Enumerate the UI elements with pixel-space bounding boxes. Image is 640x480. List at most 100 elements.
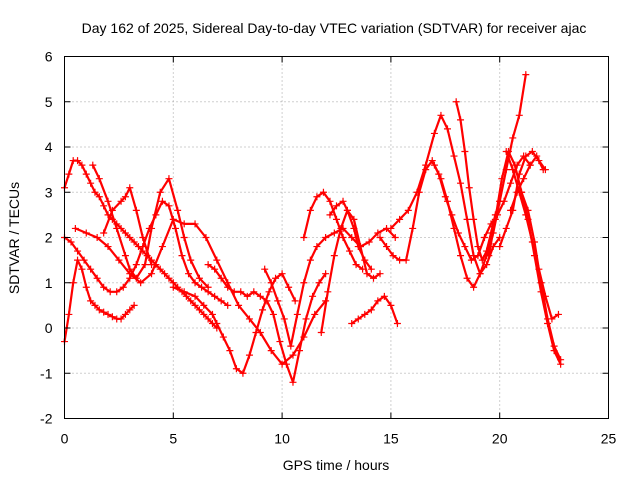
data-point: [71, 224, 79, 232]
data-point: [365, 238, 373, 246]
data-point: [326, 211, 334, 219]
data-point: [235, 301, 243, 309]
data-point: [467, 256, 475, 264]
data-point: [428, 157, 436, 165]
data-point: [306, 256, 314, 264]
data-point: [430, 161, 438, 169]
data-point: [191, 292, 199, 300]
data-point: [104, 310, 112, 318]
data-point: [550, 342, 558, 350]
data-point: [100, 202, 108, 210]
data-point: [509, 206, 517, 214]
data-point: [198, 283, 206, 291]
series-satellite-track-8: [204, 261, 330, 386]
data-point: [396, 256, 404, 264]
data-point: [515, 170, 523, 178]
data-point: [200, 301, 208, 309]
data-point: [226, 347, 234, 355]
data-point: [230, 288, 238, 296]
data-point: [104, 243, 112, 251]
data-point: [265, 288, 273, 296]
data-point: [422, 161, 430, 169]
data-point: [313, 193, 321, 201]
data-point: [269, 310, 277, 318]
data-point: [156, 188, 164, 196]
series-line: [102, 186, 153, 266]
data-point: [367, 265, 375, 273]
data-point: [100, 229, 108, 237]
series-satellite-track-13: [348, 292, 401, 327]
data-point: [280, 315, 288, 323]
data-point: [302, 315, 310, 323]
data-point: [202, 234, 210, 241]
data-point: [80, 256, 88, 264]
data-point: [232, 365, 240, 373]
data-point: [87, 265, 95, 273]
data-point: [274, 297, 282, 305]
data-point: [126, 306, 134, 314]
y-axis-label: SDTVAR / TECUs: [6, 182, 22, 294]
data-point: [509, 166, 517, 174]
data-point: [115, 256, 123, 264]
data-point: [461, 243, 469, 251]
data-point: [391, 234, 399, 241]
data-point: [117, 315, 125, 323]
data-point: [511, 161, 519, 169]
data-point: [187, 297, 195, 305]
data-point: [204, 283, 212, 291]
data-point: [171, 224, 179, 232]
series-line: [63, 159, 218, 330]
data-point: [457, 116, 465, 124]
data-point: [369, 274, 377, 282]
data-point: [121, 229, 129, 237]
data-point: [67, 238, 75, 246]
data-point: [333, 202, 340, 210]
data-point: [263, 297, 271, 305]
data-point: [204, 315, 212, 323]
data-point: [69, 279, 77, 287]
data-point: [402, 256, 410, 264]
data-point: [78, 161, 86, 169]
data-point: [480, 234, 488, 241]
series-line: [320, 209, 382, 334]
data-point: [470, 215, 478, 223]
data-point: [387, 301, 395, 309]
data-point: [213, 256, 221, 264]
data-point: [333, 215, 340, 223]
series-line: [63, 259, 136, 343]
data-point: [200, 310, 208, 318]
data-point: [450, 152, 458, 160]
data-point: [544, 315, 552, 323]
data-point: [491, 215, 499, 223]
data-point: [289, 378, 297, 386]
data-point: [326, 197, 334, 205]
series-line: [172, 272, 297, 375]
data-point: [383, 243, 391, 251]
data-point: [148, 224, 156, 232]
data-point: [443, 197, 451, 205]
x-tick-label: 10: [274, 431, 290, 447]
series-line: [498, 150, 547, 248]
data-point: [317, 329, 325, 337]
data-point: [95, 306, 103, 314]
data-point: [100, 308, 108, 316]
data-point: [526, 161, 534, 169]
data-point: [291, 297, 299, 305]
data-point: [158, 197, 166, 205]
data-point: [346, 247, 354, 255]
series-line: [378, 155, 532, 262]
data-point: [156, 265, 164, 273]
x-tick-label: 0: [61, 431, 69, 447]
data-point: [522, 71, 530, 79]
data-point: [461, 148, 469, 156]
data-point: [293, 310, 301, 318]
data-point: [474, 243, 482, 251]
data-point: [113, 288, 121, 296]
data-point: [367, 306, 375, 314]
data-point: [237, 288, 245, 296]
data-point: [113, 224, 121, 232]
data-point: [476, 270, 484, 278]
data-point: [178, 252, 186, 260]
x-tick-label: 5: [169, 431, 177, 447]
series-satellite-track-4: [71, 215, 330, 368]
